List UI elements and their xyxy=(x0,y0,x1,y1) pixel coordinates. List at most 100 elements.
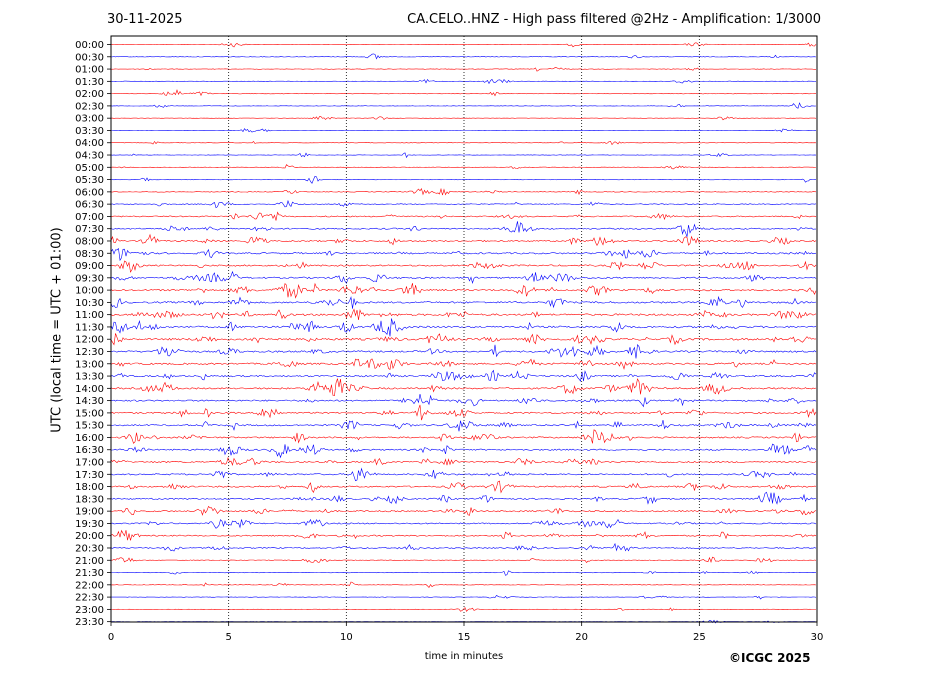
x-axis-ticks: 0 5 10 15 20 25 30 xyxy=(108,622,824,643)
trace-row xyxy=(110,443,817,459)
y-tick-label: 08:30 xyxy=(75,249,104,260)
trace-row xyxy=(110,333,817,346)
y-tick-label: 11:30 xyxy=(75,322,104,333)
y-tick-label: 13:30 xyxy=(75,372,104,383)
trace-row xyxy=(110,358,817,371)
x-axis-label: time in minutes xyxy=(424,651,504,662)
y-tick-label: 10:30 xyxy=(75,298,104,309)
trace-row xyxy=(110,542,817,552)
trace-row xyxy=(110,102,817,109)
x-tick-label: 0 xyxy=(108,632,114,643)
vertical-gridlines xyxy=(228,36,700,622)
y-tick-label: 12:30 xyxy=(75,347,104,358)
trace-row xyxy=(110,152,817,159)
trace-row xyxy=(110,260,817,273)
trace-row xyxy=(110,221,816,237)
y-tick-label: 15:30 xyxy=(75,421,104,432)
trace-row xyxy=(110,394,817,408)
trace-row xyxy=(110,282,817,299)
x-tick-label: 30 xyxy=(811,632,824,643)
trace-row xyxy=(110,529,817,541)
y-tick-label: 05:30 xyxy=(75,175,104,186)
y-tick-label: 01:30 xyxy=(75,77,104,88)
y-tick-label: 09:00 xyxy=(75,261,104,272)
trace-row xyxy=(110,164,817,170)
trace-row xyxy=(110,318,817,337)
y-tick-label: 17:30 xyxy=(75,470,104,481)
trace-row xyxy=(110,581,817,589)
trace-row xyxy=(110,369,817,382)
trace-row xyxy=(110,378,817,397)
trace-row xyxy=(110,248,817,262)
trace-row xyxy=(111,128,816,133)
trace-row xyxy=(110,67,816,72)
y-tick-label: 20:30 xyxy=(75,543,104,554)
y-tick-label: 12:00 xyxy=(75,335,104,346)
y-tick-label: 22:00 xyxy=(75,580,104,591)
trace-row xyxy=(110,556,817,563)
y-tick-label: 04:30 xyxy=(75,151,104,162)
y-tick-label: 17:00 xyxy=(75,458,104,469)
y-tick-label: 19:30 xyxy=(75,519,104,530)
y-tick-label: 06:30 xyxy=(75,200,104,211)
x-tick-label: 25 xyxy=(693,632,706,643)
y-tick-label: 23:00 xyxy=(75,605,104,616)
chart-title: CA.CELO..HNZ - High pass filtered @2Hz -… xyxy=(407,12,821,27)
y-tick-label: 03:00 xyxy=(75,114,104,125)
trace-row xyxy=(110,480,817,494)
trace-row xyxy=(110,570,817,576)
y-tick-label: 10:00 xyxy=(75,286,104,297)
trace-row xyxy=(110,211,817,221)
trace-row xyxy=(110,116,817,121)
y-tick-label: 04:00 xyxy=(75,138,104,149)
trace-row xyxy=(110,404,817,421)
trace-group xyxy=(110,42,817,624)
trace-row xyxy=(110,233,817,247)
trace-row xyxy=(110,89,816,97)
y-tick-label: 13:00 xyxy=(75,359,104,370)
y-tick-label: 02:00 xyxy=(75,89,104,100)
x-tick-label: 5 xyxy=(225,632,231,643)
trace-row xyxy=(110,187,817,196)
y-tick-label: 19:00 xyxy=(75,507,104,518)
y-tick-label: 18:00 xyxy=(75,482,104,493)
trace-row xyxy=(110,505,817,516)
trace-row xyxy=(110,308,817,320)
y-tick-label: 18:30 xyxy=(75,494,104,505)
y-tick-label: 14:30 xyxy=(75,396,104,407)
trace-row xyxy=(110,270,817,284)
y-tick-label: 07:30 xyxy=(75,224,104,235)
y-tick-label: 16:00 xyxy=(75,433,104,444)
y-tick-label: 21:30 xyxy=(75,568,104,579)
y-tick-label: 23:30 xyxy=(75,617,104,628)
y-tick-label: 07:00 xyxy=(75,212,104,223)
trace-row xyxy=(110,140,817,146)
trace-row xyxy=(110,467,816,482)
y-tick-label: 03:30 xyxy=(75,126,104,137)
y-tick-label: 06:00 xyxy=(75,187,104,198)
y-tick-label: 14:00 xyxy=(75,384,104,395)
y-tick-label: 05:00 xyxy=(75,163,104,174)
y-tick-label: 00:00 xyxy=(75,40,104,51)
trace-row xyxy=(110,607,816,612)
y-tick-label: 11:00 xyxy=(75,310,104,321)
y-tick-label: 00:30 xyxy=(75,52,104,63)
y-tick-label: 15:00 xyxy=(75,408,104,419)
y-tick-label: 01:00 xyxy=(75,65,104,76)
trace-row xyxy=(110,199,817,209)
x-tick-label: 10 xyxy=(340,632,353,643)
y-tick-label: 02:30 xyxy=(75,101,104,112)
trace-row xyxy=(110,595,817,600)
y-tick-label: 22:30 xyxy=(75,593,104,604)
x-tick-label: 20 xyxy=(575,632,588,643)
trace-row xyxy=(110,456,817,467)
y-tick-label: 08:00 xyxy=(75,236,104,247)
trace-row xyxy=(110,343,817,359)
trace-row xyxy=(110,491,817,505)
copyright-credit: ©ICGC 2025 xyxy=(729,651,811,665)
trace-row xyxy=(110,175,817,184)
trace-row xyxy=(110,295,817,309)
trace-row xyxy=(110,42,817,48)
